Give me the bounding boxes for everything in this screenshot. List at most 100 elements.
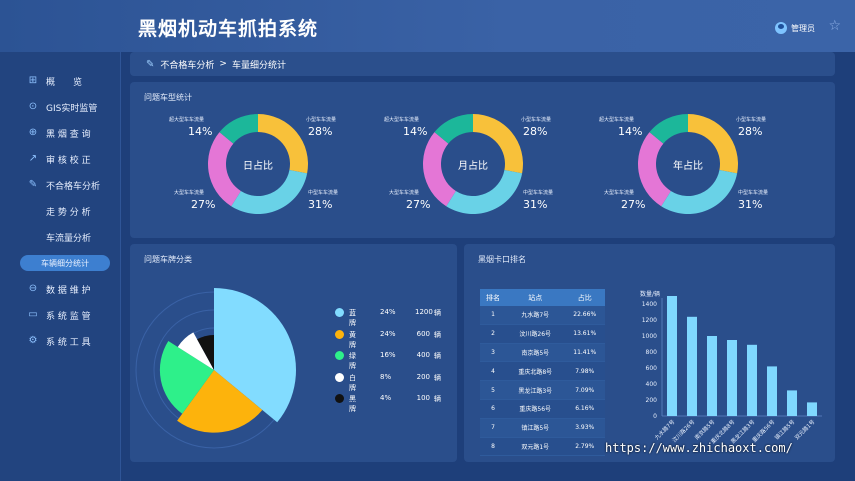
monitor-icon: ▭	[28, 309, 38, 320]
table-cell: 2.79%	[564, 437, 605, 457]
table-cell: 7.98%	[564, 361, 605, 382]
chart-icon: ↗	[28, 153, 38, 164]
user-icon	[775, 22, 787, 34]
sidebar-item-review[interactable]: ↗ 审 核 校 正	[28, 153, 91, 166]
y-tick-label: 0	[653, 413, 657, 420]
table-cell: 3.93%	[564, 418, 605, 438]
rose-slice	[177, 332, 214, 370]
table-cell: 1	[480, 306, 507, 325]
y-tick-label: 200	[646, 397, 658, 404]
sidebar-item-data[interactable]: ⊖ 数 据 维 护	[28, 283, 91, 296]
legend-value: 100	[416, 394, 430, 402]
donut-chart	[423, 114, 523, 214]
donut-value-l: 27%	[191, 198, 216, 211]
table-cell: 重庆路56号	[506, 399, 565, 419]
sidebar-item-vehicle-stats[interactable]: 车辆细分统计	[20, 255, 110, 271]
donut-value-m: 31%	[523, 198, 548, 211]
donut-label-s: 小型车车流量	[736, 117, 767, 123]
table-cell: 11.41%	[564, 343, 605, 363]
app-title: 黑烟机动车抓拍系统	[138, 18, 319, 40]
sidebar-item-overview[interactable]: ⊞ 概 览	[28, 75, 83, 88]
donut-center-label: 月占比	[458, 161, 488, 172]
breadcrumb-parent[interactable]: 不合格车分析	[160, 60, 215, 71]
table-row: 6 重庆路56号 6.16%	[480, 399, 605, 419]
breadcrumb-current: 车量细分统计	[231, 60, 286, 71]
donut-slice-xl	[434, 114, 473, 144]
donut-chart	[208, 114, 308, 214]
table-cell: 7	[480, 418, 507, 438]
gear-icon: ⚙	[28, 335, 38, 346]
sidebar-item-trend[interactable]: 走 势 分 析	[46, 207, 91, 218]
donut-label-l: 大型车车流量	[389, 190, 420, 196]
donut-label-xl: 超大型车车流量	[169, 117, 205, 123]
donut-slice-s	[688, 114, 738, 174]
donut-slice-s	[473, 114, 523, 174]
sidebar-item-monitor[interactable]: ▭ 系 统 监 管	[28, 309, 91, 322]
rank-bar-chart: 数量/辆0200400600800100012001400九水路7号汶川路26号…	[640, 290, 822, 445]
legend-dot	[335, 372, 344, 382]
legend-percent: 4%	[380, 394, 392, 402]
donut-label-m: 中型车车流量	[523, 190, 554, 196]
legend-unit: 辆	[434, 373, 441, 382]
bar	[787, 390, 797, 416]
bar	[767, 366, 777, 416]
y-tick-label: 1400	[642, 301, 657, 308]
legend-dot	[335, 351, 344, 360]
table-cell: 汶川路26号	[506, 324, 565, 344]
legend-value: 1200	[415, 308, 433, 316]
table-cell: 6.16%	[564, 399, 605, 419]
table-row: 4 重庆北路8号 7.98%	[480, 361, 605, 382]
table-cell: 7.09%	[564, 380, 605, 400]
bar	[667, 296, 677, 416]
column-header: 站点	[506, 289, 565, 306]
donut-slice-l	[423, 132, 456, 207]
table-row: 1 九水路7号 22.66%	[480, 306, 605, 325]
table-cell: 4	[480, 361, 507, 382]
donut-center-label: 日占比	[243, 161, 273, 172]
edit-icon: ✎	[28, 179, 38, 190]
legend-percent: 24%	[380, 308, 396, 316]
donut-slice-m	[231, 169, 308, 214]
legend-name: 绿牌	[349, 352, 356, 370]
column-header: 排名	[480, 289, 507, 306]
star-icon[interactable]: ☆	[828, 18, 841, 34]
legend-unit: 辆	[434, 352, 441, 360]
donut-label-m: 中型车车流量	[308, 190, 339, 196]
legend-percent: 24%	[380, 329, 396, 338]
y-tick-label: 1200	[642, 317, 657, 324]
donut-label-s: 小型车车流量	[521, 117, 552, 123]
rose-slice	[214, 288, 296, 423]
donut-value-xl: 14%	[188, 125, 213, 138]
legend-unit: 辆	[434, 309, 441, 317]
donut-value-m: 31%	[738, 198, 763, 211]
sidebar-item-tools[interactable]: ⚙ 系 统 工 具	[28, 335, 91, 348]
table-cell: 南京路5号	[506, 343, 565, 363]
rose-slice	[197, 334, 214, 370]
donut-label-l: 大型车车流量	[174, 190, 205, 196]
donut-value-s: 28%	[738, 125, 763, 138]
sidebar-item-gis[interactable]: ⊙ GIS实时监管	[28, 101, 98, 114]
table-row: 2 汶川路26号 13.61%	[480, 324, 605, 344]
bar	[687, 316, 697, 416]
top-bar: 黑烟机动车抓拍系统 管理员 ☆	[0, 0, 855, 52]
table-row: 8 双元路1号 2.79%	[480, 437, 605, 457]
sidebar-item-traffic[interactable]: 车流量分析	[46, 233, 92, 244]
user-menu[interactable]: 管理员	[775, 22, 815, 34]
legend-dot	[335, 308, 344, 317]
donut-label-l: 大型车车流量	[604, 190, 635, 196]
legend-name: 黄牌	[349, 330, 356, 349]
watermark: https://www.zhichaoxt.com/	[605, 441, 793, 455]
bar	[707, 336, 717, 416]
legend-unit: 辆	[434, 395, 441, 403]
y-tick-label: 400	[646, 381, 658, 388]
legend-name: 黑牌	[349, 395, 356, 413]
legend-value: 400	[416, 351, 430, 359]
sidebar-item-analysis[interactable]: ✎ 不合格车分析	[28, 179, 101, 192]
y-tick-label: 1000	[642, 333, 657, 340]
table-cell: 镇江路5号	[506, 418, 565, 438]
table-cell: 6	[480, 399, 507, 419]
legend-dot	[335, 394, 344, 403]
table-cell: 22.66%	[564, 306, 605, 325]
donut-label-s: 小型车车流量	[306, 117, 337, 123]
sidebar-item-query[interactable]: ⊕ 黑 烟 查 询	[28, 127, 91, 140]
